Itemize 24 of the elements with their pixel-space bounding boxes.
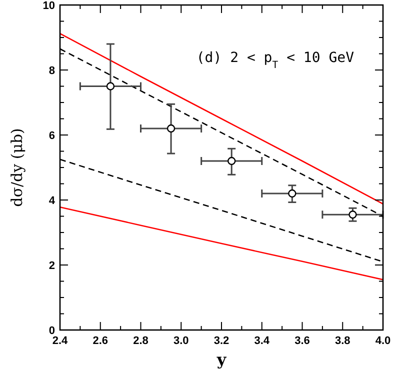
point	[227, 156, 236, 166]
x-tick-label: 3.0	[173, 335, 189, 347]
y-tick-label: 6	[48, 130, 55, 142]
x-tick-label: 2.6	[92, 335, 108, 347]
point	[106, 82, 115, 90]
y-tick-label: 8	[48, 65, 55, 77]
line-series	[59, 206, 384, 280]
annotation: (d) 2 < p$_{T}$ < 10 GeV	[196, 50, 355, 70]
point	[166, 124, 176, 133]
x-tick-label: 2.8	[133, 335, 148, 347]
x-tick-label: 3.2	[214, 335, 230, 347]
point	[348, 210, 357, 219]
x-axis-title: y	[216, 350, 227, 369]
y-axis-title: dσ/dy (μb)	[8, 128, 26, 207]
x-tick-label: 3.8	[334, 335, 350, 347]
x-tick-label: 3.4	[254, 335, 270, 347]
point	[288, 189, 296, 198]
x-tick-label: 3.6	[294, 335, 310, 347]
y-tick-label: 0	[48, 325, 55, 337]
y-tick-label: 4	[48, 195, 56, 207]
y-tick-label: 2	[48, 260, 55, 272]
y-tick-label: 10	[42, 0, 55, 12]
x-tick-label: 2.4	[52, 335, 69, 347]
x-tick-label: 4.0	[375, 335, 391, 347]
